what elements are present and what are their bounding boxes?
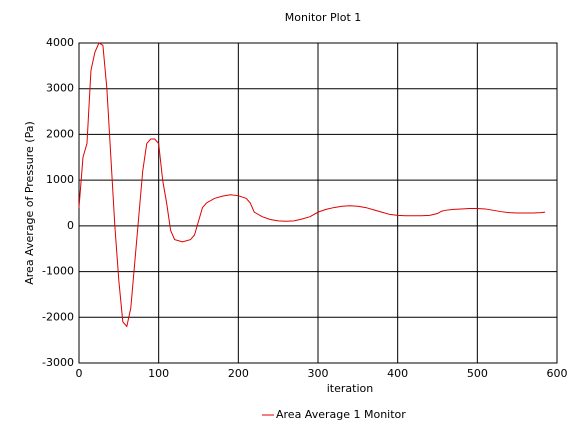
y-tick-label: 2000 [46,127,74,140]
legend-label: Area Average 1 Monitor [276,408,406,421]
data-line [78,42,546,328]
chart-title: Monitor Plot 1 [285,11,362,24]
x-tick-label: 200 [228,367,249,380]
x-tick-label: 100 [148,367,169,380]
x-tick-label: 600 [547,367,568,380]
y-tick-label: -2000 [42,310,74,323]
x-axis-label: iteration [327,382,373,395]
x-tick-label: 500 [467,367,488,380]
y-tick-label: 1000 [46,173,74,186]
y-tick-label: -1000 [42,265,74,278]
x-tick-label: 300 [308,367,329,380]
x-tick-label: 400 [387,367,408,380]
y-tick-label: 4000 [46,36,74,49]
y-tick-label: 0 [67,219,74,232]
y-tick-label: -3000 [42,356,74,369]
y-tick-label: 3000 [46,82,74,95]
x-tick-label: 0 [76,367,83,380]
y-axis-label: Area Average of Pressure (Pa) [23,121,36,285]
